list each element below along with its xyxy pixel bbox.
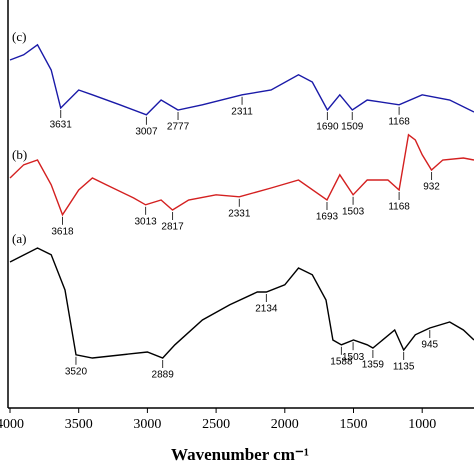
x-tick-label: 3500 [65,417,93,432]
peak-label: 2889 [152,370,175,381]
series-label: (c) [12,29,26,44]
peak-label: 1509 [341,122,364,133]
peak-label: 2331 [228,208,251,219]
peak-label: 2817 [161,222,184,233]
spectrum-line [9,133,474,217]
x-tick-label: 2000 [271,417,299,432]
spectrum-line [9,247,474,359]
series-label: (b) [12,147,27,162]
peak-label: 1503 [342,352,365,363]
spectrum-line [9,43,474,116]
x-axis-label: Wavenumber cm⁻¹ [171,445,309,464]
peak-label: 3007 [135,126,158,137]
peak-label: 932 [423,182,440,193]
peak-label: 1588 [330,356,353,367]
peak-label: 3631 [50,120,73,131]
peak-label: 2311 [231,106,253,117]
peak-label: 3520 [65,366,88,377]
x-tick-label: 3000 [133,417,161,432]
x-tick-label: 1500 [340,417,368,432]
peak-label: 2777 [167,122,190,133]
peak-label: 1168 [388,202,410,213]
x-tick-label: 1000 [408,417,436,432]
peak-label: 3013 [134,216,157,227]
peak-label: 1690 [316,122,339,133]
peak-label: 1135 [393,362,415,373]
peak-label: 2134 [255,304,278,315]
x-tick-label: 2500 [202,417,230,432]
peak-label: 3618 [51,226,74,237]
peak-label: 1168 [388,116,410,127]
peak-label: 1693 [316,212,339,223]
series-label: (a) [12,231,26,246]
peak-label: 1359 [362,360,385,371]
peak-label: 945 [421,340,438,351]
x-tick-label: 4000 [0,417,24,432]
peak-label: 1503 [342,206,365,217]
